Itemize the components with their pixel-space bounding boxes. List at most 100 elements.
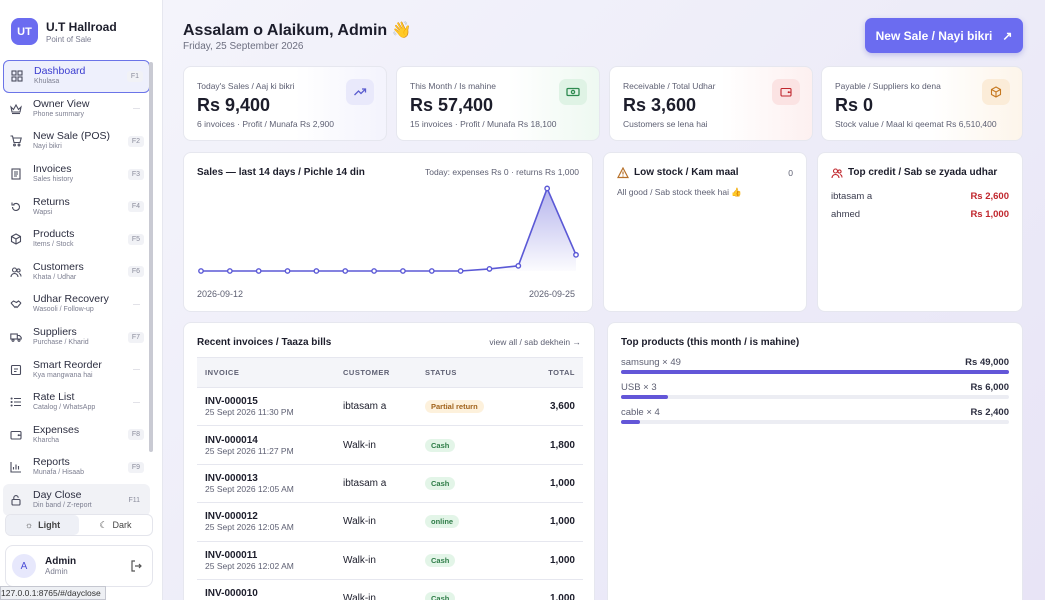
sidebar-item-label: Owner View xyxy=(33,97,90,110)
table-row[interactable]: INV-000013 25 Sept 2026 12:05 AM ibtasam a… xyxy=(197,463,583,503)
theme-dark-label: Dark xyxy=(112,520,132,530)
warning-icon xyxy=(617,166,629,184)
shortcut-key: F9 xyxy=(127,461,144,473)
box-icon xyxy=(9,232,23,246)
sidebar-item-smart-reorder[interactable]: Smart Reorder Kya mangwana hai — xyxy=(3,353,150,386)
sidebar-item-sublabel: Purchase / Kharid xyxy=(33,339,89,347)
sales-point-2026-09-23[interactable] xyxy=(515,262,522,269)
sidebar-scrollbar[interactable] xyxy=(149,62,153,452)
shortcut-key: F11 xyxy=(124,494,144,506)
brand: UT U.T Hallroad Point of Sale xyxy=(0,0,162,57)
stat-card: Receivable / Total Udhar Rs 3,600 Customer… xyxy=(609,66,813,141)
invoice-number: INV-000011 xyxy=(205,549,258,561)
new-sale-button[interactable]: New Sale / Nayi bikri ↗ xyxy=(865,18,1023,53)
invoice-icon xyxy=(9,167,23,181)
stat-footnote: 6 invoices · Profit / Munafa Rs 2,900 xyxy=(197,119,335,129)
stat-value: Rs 57,400 xyxy=(410,95,494,115)
column-header: TOTAL xyxy=(507,357,583,388)
sidebar-item-sublabel: Sales history xyxy=(33,176,74,184)
table-row[interactable]: INV-000015 25 Sept 2026 11:30 PM ibtasam a… xyxy=(197,386,583,426)
sidebar-item-label: Suppliers xyxy=(33,326,77,339)
credit-row[interactable]: ahmed Rs 1,000 xyxy=(831,209,1009,220)
product-row: USB × 3 Rs 6,000 xyxy=(621,382,1009,399)
sales-point-2026-09-21[interactable] xyxy=(457,268,464,274)
sales-point-2026-09-14[interactable] xyxy=(255,268,262,274)
sales-point-2026-09-20[interactable] xyxy=(428,268,435,274)
sidebar-item-dashboard[interactable]: Dashboard Khulasa F1 xyxy=(3,60,150,93)
sidebar-item-sublabel: Din band / Z-report xyxy=(33,502,92,510)
column-header: STATUS xyxy=(417,357,507,388)
moon-icon: ☾ xyxy=(99,519,108,530)
status-badge: Cash xyxy=(425,476,456,490)
sales-point-2026-09-24[interactable] xyxy=(544,185,551,192)
invoice-number: INV-000012 xyxy=(205,511,258,523)
shortcut-key: F6 xyxy=(127,266,144,278)
theme-toggle: ☼ Light ☾ Dark xyxy=(5,514,153,536)
invoice-date: 25 Sept 2026 12:02 AM xyxy=(205,560,294,571)
new-sale-label: New Sale / Nayi bikri xyxy=(875,28,993,43)
sales-point-2026-09-19[interactable] xyxy=(400,268,406,274)
sidebar-item-sublabel: Khulasa xyxy=(34,78,60,86)
sales-point-2026-09-25[interactable] xyxy=(573,251,579,258)
sidebar-item-udhar-recovery[interactable]: Udhar Recovery Wasooli / Follow-up — xyxy=(3,288,150,321)
product-row: samsung × 49 Rs 49,000 xyxy=(621,357,1009,374)
product-share-bar xyxy=(621,420,1009,424)
sales-point-2026-09-15[interactable] xyxy=(284,268,291,274)
sidebar-item-expenses[interactable]: Expenses Kharcha F8 xyxy=(3,419,150,452)
sidebar-item-customers[interactable]: Customers Khata / Udhar F6 xyxy=(3,256,150,289)
sales-area xyxy=(201,188,576,271)
sidebar-item-owner-view[interactable]: Owner View Phone summary — xyxy=(3,93,150,126)
sales-line xyxy=(201,186,577,272)
column-header: CUSTOMER xyxy=(335,357,417,388)
user-name: Admin xyxy=(45,556,77,567)
brand-name: U.T Hallroad xyxy=(46,19,117,34)
shortcut-key: F8 xyxy=(127,429,144,441)
table-row[interactable]: INV-000014 25 Sept 2026 11:27 PM Walk-in Ca… xyxy=(197,425,583,465)
sidebar-item-reports[interactable]: Reports Munafa / Hisaab F9 xyxy=(3,451,150,484)
product-amount: Rs 49,000 xyxy=(965,357,1009,368)
sales-point-2026-09-17[interactable] xyxy=(342,268,349,274)
invoice-customer: Walk-in xyxy=(335,540,417,580)
sidebar-item-products[interactable]: Products Items / Stock F5 xyxy=(3,223,150,256)
sidebar-item-rate-list[interactable]: Rate List Catalog / WhatsApp — xyxy=(3,386,150,419)
main-content: Assalam o Alaikum, Admin 👋 Friday, 25 Se… xyxy=(163,0,1045,600)
sidebar-item-day-close[interactable]: Day Close Din band / Z-report F11 xyxy=(3,483,150,517)
sales-point-2026-09-12[interactable] xyxy=(198,268,204,274)
return-icon xyxy=(9,200,23,214)
sidebar-item-new-sale-pos[interactable]: New Sale (POS) Nayi bikri F2 xyxy=(3,125,150,158)
credit-customer: ibtasam a xyxy=(831,191,873,202)
sales-point-2026-09-22[interactable] xyxy=(486,266,493,272)
invoice-customer: Walk-in xyxy=(335,425,417,465)
product-name: USB × 3 xyxy=(621,382,657,393)
theme-light-button[interactable]: ☼ Light xyxy=(6,515,79,535)
credit-customer: ahmed xyxy=(831,209,861,220)
table-row[interactable]: INV-000012 25 Sept 2026 12:05 AM Walk-in on… xyxy=(197,502,583,542)
sales-point-2026-09-16[interactable] xyxy=(313,268,320,274)
theme-dark-button[interactable]: ☾ Dark xyxy=(79,515,152,535)
sidebar-item-sublabel: Wapsi xyxy=(33,208,53,216)
view-all-link[interactable]: view all / sab dekhein → xyxy=(489,337,581,347)
sales-point-2026-09-18[interactable] xyxy=(371,268,377,274)
list-icon xyxy=(9,395,23,409)
product-share-fill xyxy=(621,395,668,399)
stat-value: Rs 0 xyxy=(835,95,874,115)
table-row[interactable]: INV-00001025 Sept 2026 12:02 AMWalk-inCa… xyxy=(197,578,583,600)
invoice-date: 25 Sept 2026 12:05 AM xyxy=(205,522,294,533)
wallet-icon xyxy=(772,79,800,105)
chart-icon xyxy=(9,460,23,474)
sidebar-item-invoices[interactable]: Invoices Sales history F3 xyxy=(3,158,150,191)
credit-row[interactable]: ibtasam a Rs 2,600 xyxy=(831,191,1009,202)
stat-value: Rs 3,600 xyxy=(623,95,697,115)
status-badge: Cash xyxy=(425,438,456,452)
sidebar-item-sublabel: Kya mangwana hai xyxy=(33,371,93,379)
sidebar-item-suppliers[interactable]: Suppliers Purchase / Kharid F7 xyxy=(3,321,150,354)
shortcut-key: — xyxy=(133,366,140,374)
product-name: cable × 4 xyxy=(621,407,660,418)
table-row[interactable]: INV-000011 25 Sept 2026 12:02 AM Walk-in Ca… xyxy=(197,540,583,580)
logout-icon[interactable] xyxy=(130,559,142,577)
sidebar-item-sublabel: Khata / Udhar xyxy=(33,273,77,281)
sidebar-item-returns[interactable]: Returns Wapsi F4 xyxy=(3,190,150,223)
sidebar-item-label: Reports xyxy=(33,456,70,469)
sidebar-item-label: Udhar Recovery xyxy=(33,293,109,306)
sales-point-2026-09-13[interactable] xyxy=(226,268,233,274)
